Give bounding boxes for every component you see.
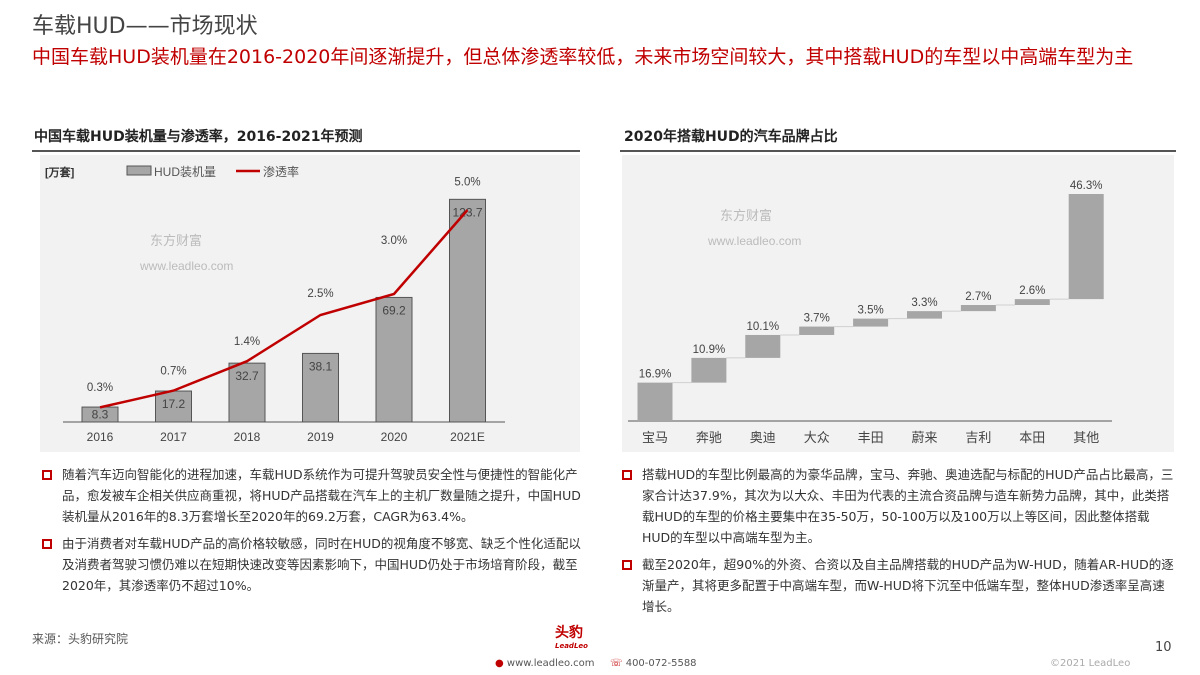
x-tick-label: 2020 xyxy=(381,430,408,444)
x-tick-label: 2017 xyxy=(160,430,187,444)
bar xyxy=(449,198,486,423)
value-label: 2.6% xyxy=(1019,285,1045,297)
left-section-title: 中国车载HUD装机量与渗透率，2016-2021年预测 xyxy=(34,129,363,145)
bullet-item: 随着汽车迈向智能化的进程加速，车载HUD系统作为可提升驾驶员安全性与便捷性的智能… xyxy=(40,464,590,527)
phone-icon: ☏ xyxy=(610,658,623,669)
waterfall-bar xyxy=(691,357,727,383)
bar-value-label: 38.1 xyxy=(309,359,333,373)
left-bullets: 随着汽车迈向智能化的进程加速，车载HUD系统作为可提升驾驶员安全性与便捷性的智能… xyxy=(40,464,590,602)
website-link[interactable]: ● www.leadleo.com xyxy=(495,658,595,669)
waterfall-bar xyxy=(637,382,673,421)
legend-bar-swatch xyxy=(126,165,152,176)
bar-value-label: 32.7 xyxy=(235,369,259,383)
bar xyxy=(375,296,413,423)
rate-label: 1.4% xyxy=(234,336,260,348)
bullet-square-icon xyxy=(42,470,52,480)
leadleo-logo: 头豹 LeadLeo xyxy=(555,625,588,650)
watermark-cn: 东方财富 xyxy=(150,233,202,248)
x-tick-label: 本田 xyxy=(1019,430,1045,445)
bar-value-label: 69.2 xyxy=(382,303,406,317)
watermark-url: www.leadleo.com xyxy=(139,259,233,273)
penetration-line xyxy=(99,209,469,409)
left-divider xyxy=(32,150,580,152)
copyright: ©2021 LeadLeo xyxy=(1050,658,1131,669)
x-tick-label: 2019 xyxy=(307,430,334,444)
watermark-cn-2: 东方财富 xyxy=(720,208,772,223)
source-note: 来源：头豹研究院 xyxy=(32,632,129,646)
value-label: 3.3% xyxy=(911,297,937,309)
page-number: 10 xyxy=(1155,640,1172,655)
x-tick-label: 2021E xyxy=(450,430,485,444)
value-label: 10.9% xyxy=(693,344,726,356)
x-tick-label: 丰田 xyxy=(858,430,884,445)
rate-label: 5.0% xyxy=(454,176,480,188)
x-tick-label: 2016 xyxy=(87,430,114,444)
rate-label: 0.7% xyxy=(160,366,186,378)
waterfall-bar xyxy=(1014,299,1050,306)
x-tick-label: 2018 xyxy=(234,430,261,444)
page-title: 车载HUD——市场现状 xyxy=(32,14,258,39)
waterfall-bar xyxy=(960,305,996,312)
x-tick-label: 奥迪 xyxy=(750,430,776,445)
value-label: 2.7% xyxy=(965,291,991,303)
rate-label: 0.3% xyxy=(87,382,113,394)
x-tick-label: 蔚来 xyxy=(911,430,937,445)
watermark-url-2: www.leadleo.com xyxy=(707,234,801,248)
value-label: 16.9% xyxy=(639,369,672,381)
right-bullets: 搭载HUD的车型比例最高的为豪华品牌，宝马、奔驰、奥迪选配与标配的HUD产品占比… xyxy=(620,464,1176,623)
value-label: 3.5% xyxy=(857,305,883,317)
right-divider xyxy=(620,150,1176,152)
bullet-item: 由于消费者对车载HUD产品的高价格较敏感，同时在HUD的视角度不够宽、缺乏个性化… xyxy=(40,533,590,596)
bullet-item: 截至2020年，超90%的外资、合资以及自主品牌搭载的HUD产品为W-HUD，随… xyxy=(620,554,1176,617)
value-label: 46.3% xyxy=(1070,180,1103,192)
x-tick-label: 奔驰 xyxy=(696,430,722,445)
bullet-item: 搭载HUD的车型比例最高的为豪华品牌，宝马、奔驰、奥迪选配与标配的HUD产品占比… xyxy=(620,464,1176,548)
bullet-square-icon xyxy=(42,539,52,549)
charts: [万套] HUD装机量 渗透率 东方财富 www.leadleo.com 东方财… xyxy=(45,164,1112,445)
unit-label: [万套] xyxy=(45,165,75,179)
bar-value-label: 8.3 xyxy=(92,408,109,422)
value-label: 10.1% xyxy=(746,321,779,333)
bullet-square-icon xyxy=(622,470,632,480)
x-tick-label: 吉利 xyxy=(965,430,991,445)
x-tick-label: 大众 xyxy=(804,430,830,445)
rate-label: 3.0% xyxy=(381,235,407,247)
rate-label: 2.5% xyxy=(307,288,333,300)
phone-number: ☏ 400-072-5588 xyxy=(610,658,697,669)
waterfall-bar xyxy=(745,334,781,358)
bar-value-label: 123.7 xyxy=(452,205,482,219)
bar-value-label: 17.2 xyxy=(162,397,186,411)
x-tick-label: 宝马 xyxy=(642,430,668,445)
legend-bar-label: HUD装机量 xyxy=(154,165,216,179)
page-subtitle: 中国车载HUD装机量在2016-2020年间逐渐提升，但总体渗透率较低，未来市场… xyxy=(32,46,1134,68)
bar xyxy=(302,352,339,423)
waterfall-bar xyxy=(799,326,835,335)
x-tick-label: 其他 xyxy=(1073,430,1099,445)
right-section-title: 2020年搭载HUD的汽车品牌占比 xyxy=(624,129,838,145)
bar xyxy=(228,362,266,423)
globe-icon: ● xyxy=(495,658,504,669)
bar xyxy=(155,390,192,423)
waterfall-bar xyxy=(1068,194,1104,300)
waterfall-bar xyxy=(907,311,942,319)
value-label: 3.7% xyxy=(804,313,830,325)
waterfall-bar xyxy=(853,318,889,327)
legend-line-label: 渗透率 xyxy=(263,164,299,179)
bullet-square-icon xyxy=(622,560,632,570)
